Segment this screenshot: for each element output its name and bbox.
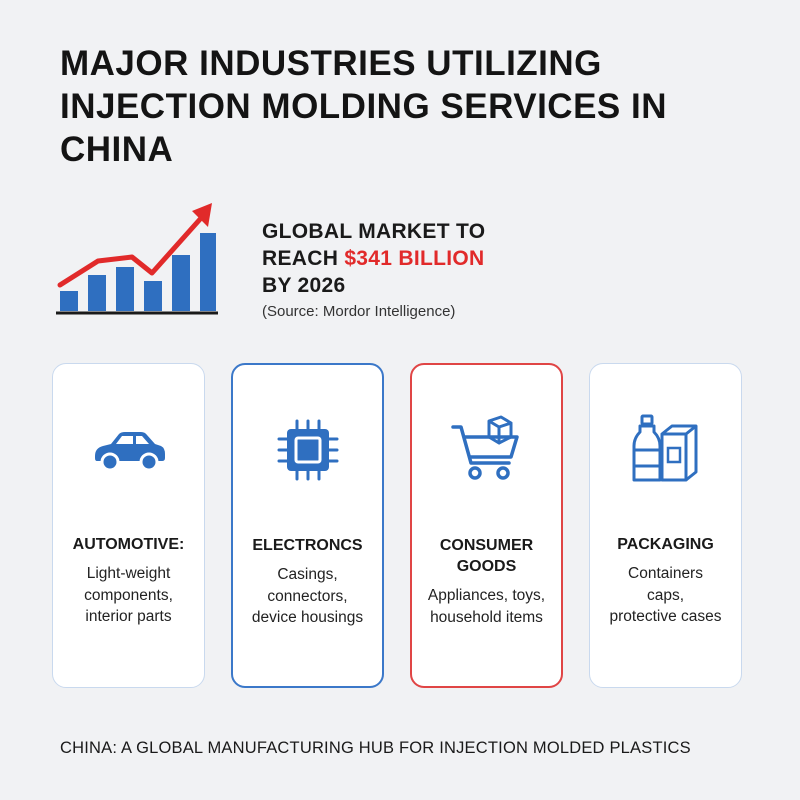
chip-icon [277, 419, 338, 481]
market-line-1: GLOBAL MARKET TO [262, 220, 486, 243]
card-heading: PACKAGING [617, 536, 714, 553]
card-desc-line: Light-weight [86, 565, 171, 582]
card-heading: CONSUMER GOODS [412, 535, 561, 577]
bottle-box-icon [632, 414, 697, 481]
title-line: CHINA [60, 130, 174, 169]
page-title: MAJOR INDUSTRIES UTILIZING INJECTION MOL… [60, 42, 750, 171]
card-desc-line: Casings, [277, 566, 338, 583]
card-description: Casings, connectors, device housings [241, 564, 374, 629]
growth-chart-icon [56, 203, 218, 315]
market-source: (Source: Mordor Intelligence) [262, 303, 456, 320]
title-line: MAJOR INDUSTRIES UTILIZING [60, 44, 602, 83]
market-callout: GLOBAL MARKET TO REACH $341 BILLION BY 2… [262, 218, 485, 320]
card-description: Light-weight components, interior parts [61, 563, 196, 628]
title-line: INJECTION MOLDING SERVICES IN [60, 87, 667, 126]
footer-tagline: CHINA: A GLOBAL MANUFACTURING HUB FOR IN… [60, 739, 691, 757]
card-desc-line: household items [430, 608, 543, 626]
card-desc-line: Appliances, toys, [427, 587, 546, 604]
market-line-2-prefix: REACH [262, 247, 345, 270]
industry-card-automotive: AUTOMOTIVE: Light-weight components, int… [52, 363, 205, 688]
card-heading-line: GOODS [456, 558, 517, 575]
card-desc-line: device housings [251, 609, 364, 626]
industry-card-electronics: ELECTRONCS Casings, connectors, device h… [231, 363, 384, 688]
card-heading: ELECTRONCS [252, 537, 363, 554]
industry-card-consumer-goods: CONSUMER GOODS Appliances, toys, househo… [410, 363, 563, 688]
industry-card-packaging: PACKAGING Containers caps, protective ca… [589, 363, 742, 688]
card-description: Appliances, toys, household items [420, 585, 553, 628]
market-line-2: REACH $341 BILLION [262, 245, 485, 272]
car-icon [94, 432, 165, 472]
market-value: $341 BILLION [344, 247, 485, 270]
card-description: Containers caps, protective cases [598, 563, 733, 628]
card-desc-line: interior parts [85, 608, 172, 625]
card-desc-line: protective cases [609, 608, 722, 625]
card-desc-line: caps, [646, 586, 685, 604]
market-line-3: BY 2026 [262, 274, 346, 297]
card-desc-line: components, [84, 586, 173, 604]
card-heading-line: CONSUMER [439, 537, 534, 554]
card-heading: AUTOMOTIVE: [72, 536, 185, 553]
card-desc-line: connectors, [267, 587, 348, 605]
shopping-cart-icon [450, 415, 519, 480]
card-desc-line: Containers [628, 565, 703, 582]
